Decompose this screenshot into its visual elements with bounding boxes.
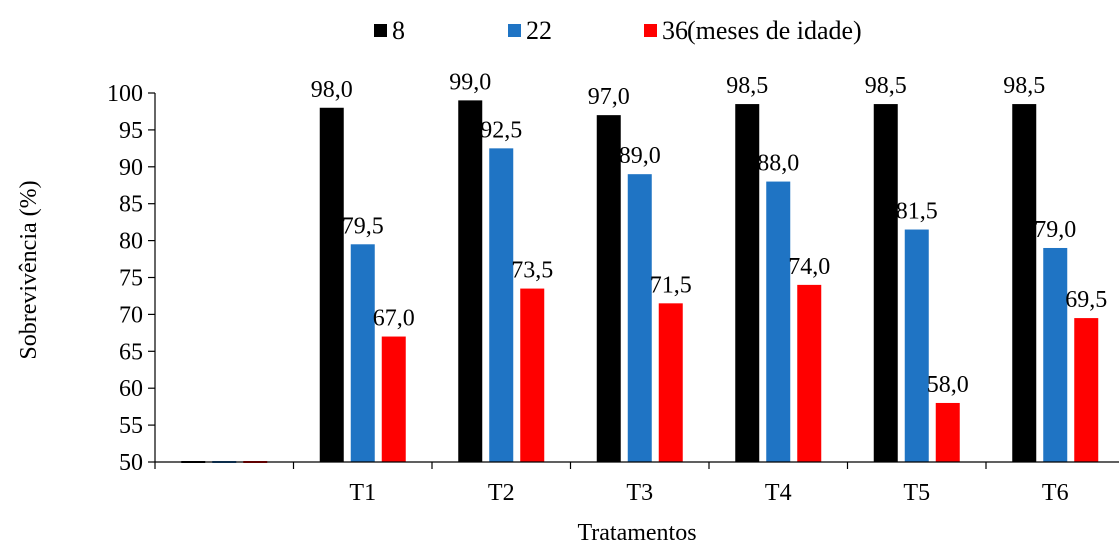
bar (381, 336, 406, 462)
legend: 8 22 36 (meses de idade) (374, 16, 862, 45)
y-tick-label: 95 (119, 118, 143, 144)
bar (627, 174, 652, 462)
plot-area: 98,0 79,5 67,0 99,0 92,5 73,5 97,0 89,0 71,5 98,5… (181, 69, 1107, 463)
bar (350, 244, 375, 462)
legend-suffix: (meses de idade) (687, 16, 862, 45)
y-tick-label: 60 (119, 376, 143, 402)
legend-label: 8 (392, 16, 405, 45)
bar (935, 402, 960, 462)
y-axis-title: Sobrevivência (%) (16, 180, 42, 359)
bar (904, 229, 929, 462)
legend-swatch (508, 24, 521, 37)
data-label: 74,0 (788, 254, 830, 280)
y-tick-label: 90 (119, 155, 143, 181)
bar (1012, 104, 1037, 462)
legend-label: 22 (526, 16, 552, 45)
x-axis-title: Tratamentos (577, 520, 696, 546)
x-axis: T1 T2 T3 T4 T5 T6 (154, 461, 1119, 506)
x-tick-label: T6 (1042, 480, 1069, 506)
x-tick-label: T1 (349, 480, 376, 506)
data-label: 81,5 (896, 199, 938, 225)
y-axis: 50 55 60 65 70 75 80 85 90 95 100 (107, 81, 156, 476)
bar (489, 148, 514, 462)
y-tick-label: 70 (119, 302, 143, 328)
bar (1043, 247, 1068, 462)
data-label: 58,0 (927, 372, 969, 398)
y-tick-label: 85 (119, 192, 143, 218)
bar (1074, 318, 1099, 462)
x-tick-label: T4 (765, 480, 792, 506)
data-label: 79,5 (342, 213, 384, 239)
y-tick-label: 80 (119, 229, 143, 255)
bar (458, 100, 483, 462)
data-label: 89,0 (619, 143, 661, 169)
data-label: 98,5 (865, 73, 907, 99)
bar (735, 104, 760, 462)
data-label: 98,0 (311, 77, 353, 103)
data-label: 73,5 (511, 258, 553, 284)
x-tick-label: T2 (488, 480, 515, 506)
bar (658, 303, 683, 462)
y-tick-label: 65 (119, 339, 143, 365)
data-label: 79,0 (1034, 217, 1076, 243)
bar (797, 284, 822, 462)
x-tick-label: T3 (626, 480, 653, 506)
bar (766, 181, 791, 462)
data-label: 92,5 (480, 117, 522, 143)
data-label: 97,0 (588, 84, 630, 110)
data-label: 99,0 (449, 69, 491, 95)
y-tick-label: 50 (119, 450, 143, 476)
data-label: 71,5 (650, 272, 692, 298)
data-label: 88,0 (757, 151, 799, 177)
data-label: 67,0 (373, 306, 415, 332)
y-tick-label: 55 (119, 413, 143, 439)
legend-swatch (374, 24, 387, 37)
bar (596, 115, 621, 462)
data-label: 69,5 (1065, 287, 1107, 313)
x-tick-label: T5 (903, 480, 930, 506)
y-tick-label: 75 (119, 266, 143, 292)
data-label: 98,5 (1003, 73, 1045, 99)
legend-swatch (644, 24, 657, 37)
bar (873, 104, 898, 462)
legend-label: 36 (662, 16, 688, 45)
y-tick-label: 100 (107, 81, 143, 107)
bar (319, 107, 344, 462)
data-label: 98,5 (726, 73, 768, 99)
bar (520, 288, 545, 462)
